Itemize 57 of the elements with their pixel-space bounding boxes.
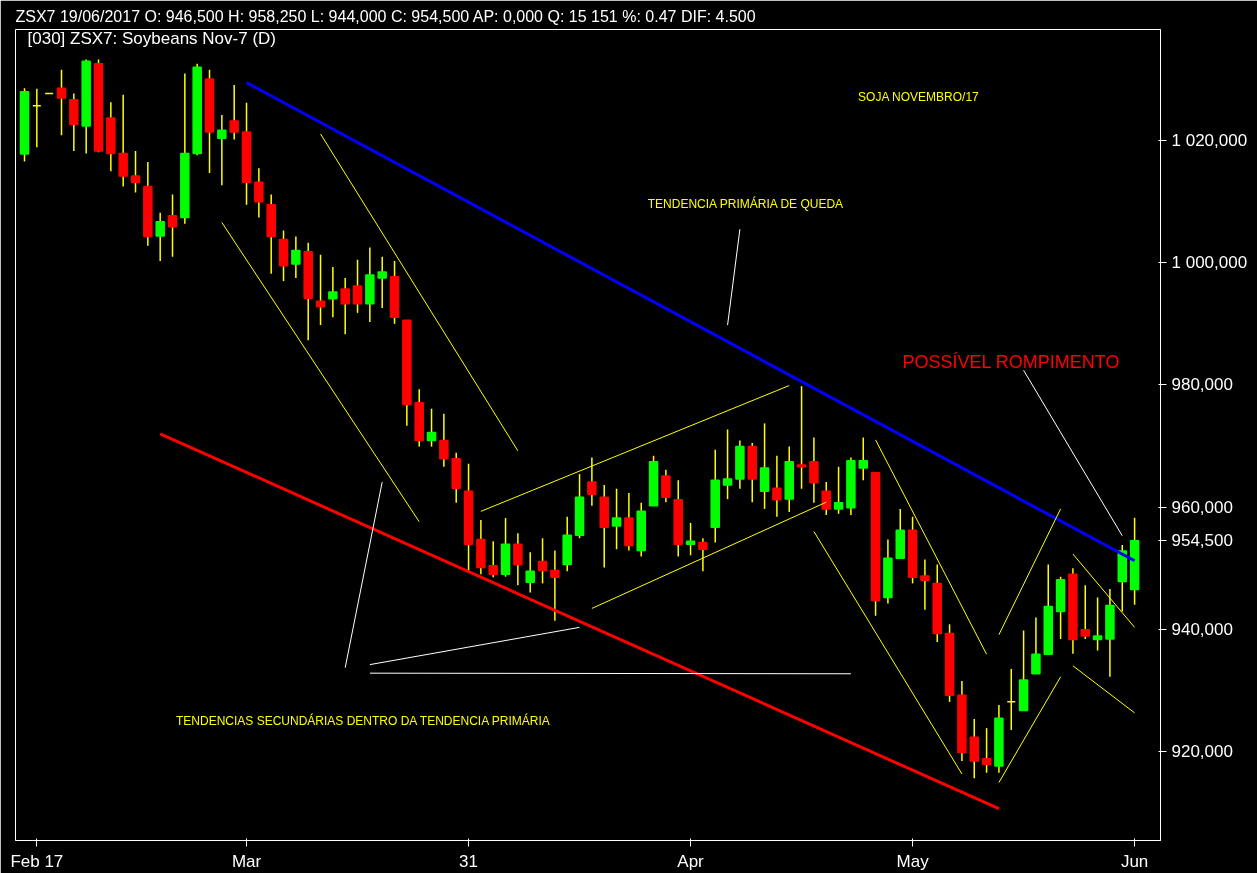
candlestick	[858, 436, 868, 481]
y-tick-label: 920,000	[1171, 741, 1233, 761]
candlestick	[611, 487, 622, 550]
candlestick	[550, 549, 560, 622]
y-tick-label: 940,000	[1171, 619, 1233, 639]
x-tick-label: May	[896, 851, 930, 871]
x-tick-label: Apr	[677, 851, 705, 871]
y-tick-label: 1 020,000	[1171, 131, 1248, 151]
candlestick	[920, 558, 930, 611]
candlestick	[1080, 584, 1091, 640]
x-tick-label: 31	[459, 851, 479, 871]
candlestick	[661, 469, 671, 503]
candlestick	[340, 277, 350, 335]
candlestick	[167, 193, 178, 258]
candlestick	[513, 532, 523, 586]
chart-title: ZSX7 19/06/2017 O: 946,500 H: 958,250 L: 944,000 C: 954,500 AP: 0,000 Q: 15 151 %: 0.47 DIF: 4.500	[15, 7, 756, 25]
candlestick	[969, 718, 980, 779]
candlestick	[254, 167, 264, 219]
candlestick	[833, 466, 844, 515]
candlestick	[229, 84, 239, 141]
y-tick-label: 980,000	[1171, 375, 1233, 395]
candlestick	[426, 407, 437, 448]
candlestick	[796, 385, 807, 490]
candlestick	[587, 456, 597, 507]
candlestick	[488, 540, 498, 579]
candlestick	[155, 211, 165, 262]
x-tick-label: Feb 17	[10, 851, 64, 871]
candlestick	[1031, 616, 1041, 675]
annotation: SOJA NOVEMBRO/17	[858, 89, 980, 104]
y-tick-label: 954,500	[1171, 531, 1233, 551]
candlestick	[1092, 596, 1103, 652]
candlestick	[352, 258, 363, 314]
annotation: POSSÍVEL ROMPIMENTO	[902, 351, 1120, 372]
candlestick	[315, 254, 326, 326]
candlestick	[722, 428, 733, 500]
annotation: TENDENCIA PRIMÁRIA DE QUEDA	[647, 196, 844, 212]
candlestick	[291, 235, 301, 279]
candlestick	[772, 455, 782, 518]
candlestick	[809, 436, 819, 504]
candlestick	[981, 727, 992, 774]
y-tick-label: 960,000	[1171, 497, 1233, 517]
candlestick	[537, 537, 548, 585]
candlestick	[328, 266, 338, 318]
candlestick	[130, 150, 141, 194]
x-tick-label: Jun	[1120, 851, 1149, 871]
y-tick-label: 1 000,000	[1171, 253, 1248, 273]
candlestick	[759, 422, 770, 510]
candlestick	[56, 69, 67, 136]
chart-subtitle: [030] ZSX7: Soybeans Nov-7 (D)	[27, 28, 277, 48]
x-tick-label: Mar	[231, 851, 262, 871]
candlestick	[118, 94, 128, 188]
annotation: TENDENCIAS SECUNDÁRIAS DENTRO DA TENDENCIA PRIMÁRIA	[176, 713, 550, 729]
candlestick	[377, 255, 387, 309]
candlestick	[525, 551, 535, 594]
candlestick	[698, 537, 708, 572]
candlestick	[439, 412, 449, 468]
candlestick	[217, 114, 227, 186]
